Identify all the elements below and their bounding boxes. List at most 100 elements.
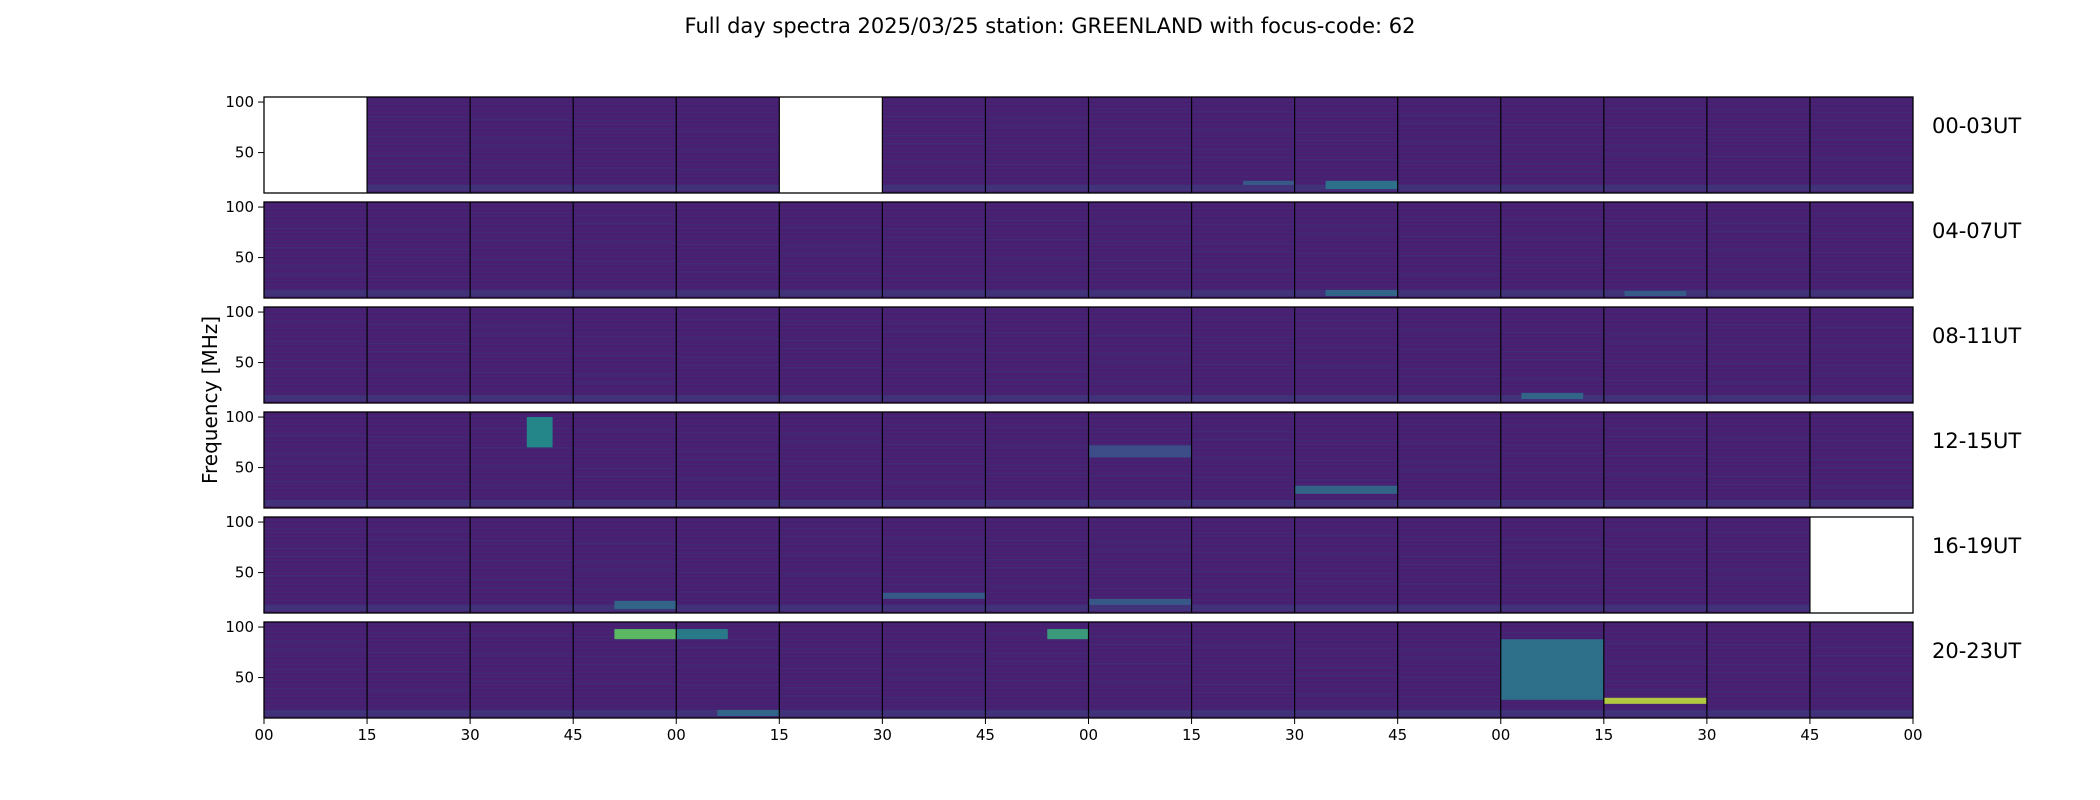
x-tick: 00 xyxy=(254,718,274,744)
spectrum-panel xyxy=(469,97,574,193)
spectrum-panel xyxy=(675,517,780,613)
spectrum-panel xyxy=(1500,517,1604,613)
spectrum-panel-missing xyxy=(264,97,368,193)
y-tick-label: 100 xyxy=(225,93,254,111)
y-tick-label: 50 xyxy=(235,354,254,372)
y-tick: 50 xyxy=(235,354,264,372)
spectrum-panel xyxy=(1397,517,1501,613)
spectral-feature xyxy=(1294,485,1398,494)
spectrum-panel xyxy=(675,202,780,298)
spectrum-panel xyxy=(1397,307,1501,403)
y-tick: 100 xyxy=(225,408,264,426)
spectrum-panel xyxy=(1294,517,1398,613)
row-label: 12-15UT xyxy=(1932,429,2021,453)
spectral-feature xyxy=(1603,697,1707,704)
y-tick: 50 xyxy=(235,459,264,477)
spectrum-panel xyxy=(469,517,574,613)
spectrum-panel xyxy=(366,307,471,403)
spectral-feature xyxy=(1521,392,1584,399)
y-tick-label: 100 xyxy=(225,303,254,321)
y-tick: 100 xyxy=(225,303,264,321)
y-tick: 100 xyxy=(225,513,264,531)
spectral-feature xyxy=(614,600,677,609)
x-tick: 15 xyxy=(1182,718,1201,744)
spectrum-panel xyxy=(675,412,780,508)
x-axis: 00 15 30 45 00 15 30 45 00 15 30 45 00 15 30 45 00 xyxy=(254,718,1923,744)
spectrum-panel-missing xyxy=(778,97,883,193)
row-label: 20-23UT xyxy=(1932,639,2021,663)
x-tick: 00 xyxy=(1491,718,1510,744)
spectrum-panel xyxy=(1087,307,1192,403)
x-tick: 30 xyxy=(873,718,892,744)
x-tick: 30 xyxy=(1285,718,1304,744)
spectrum-panel xyxy=(469,412,574,508)
spectral-feature xyxy=(1325,180,1398,189)
spectrum-panel xyxy=(572,622,677,718)
spectral-feature xyxy=(1047,629,1089,640)
spectral-feature xyxy=(1500,639,1604,700)
spectrum-panel xyxy=(984,307,1089,403)
spectrum-panel-missing xyxy=(1809,517,1913,613)
spectrum-panel xyxy=(1706,97,1810,193)
y-tick: 100 xyxy=(225,618,264,636)
spectrum-panel xyxy=(469,622,574,718)
spectrum-panel xyxy=(881,517,986,613)
spectrum-panel xyxy=(572,517,677,613)
x-tick-label: 45 xyxy=(976,726,995,744)
y-tick-label: 50 xyxy=(235,249,254,267)
spectrum-panel xyxy=(1500,412,1604,508)
spectra-row: 50 100 16-19UT xyxy=(225,513,2021,614)
row-panels: 50 100 00-03UT 50 100 04-07UT 50 100 08-11UT 50 10… xyxy=(225,93,2021,719)
spectrum-panel xyxy=(1603,97,1707,193)
spectrum-panel xyxy=(366,412,471,508)
spectrum-panel xyxy=(881,97,986,193)
spectrum-panel xyxy=(469,307,574,403)
spectrum-panel xyxy=(1190,412,1295,508)
spectrum-panel xyxy=(1397,622,1501,718)
x-tick: 15 xyxy=(358,718,377,744)
spectrum-panel xyxy=(1603,517,1707,613)
spectrum-panel xyxy=(984,412,1089,508)
spectrum-panel xyxy=(1500,202,1604,298)
spectrum-panel xyxy=(572,97,677,193)
x-tick: 45 xyxy=(564,718,583,744)
spectral-feature xyxy=(1325,289,1398,296)
spectrum-panel xyxy=(1087,622,1192,718)
spectrum-panel xyxy=(366,97,471,193)
spectrum-panel xyxy=(675,622,780,718)
spectrum-panel xyxy=(1706,202,1810,298)
spectrum-panel xyxy=(1706,307,1810,403)
spectra-row: 50 100 20-23UT xyxy=(225,618,2021,719)
x-tick-label: 45 xyxy=(1800,726,1819,744)
row-label: 08-11UT xyxy=(1932,324,2021,348)
spectrum-panel xyxy=(1294,97,1398,193)
x-tick: 45 xyxy=(1388,718,1407,744)
x-tick-label: 15 xyxy=(1594,726,1613,744)
spectrum-panel xyxy=(572,202,677,298)
spectrum-panel xyxy=(1809,412,1913,508)
x-tick-label: 00 xyxy=(1903,726,1922,744)
y-tick: 100 xyxy=(225,198,264,216)
spectrum-panel xyxy=(469,202,574,298)
spectrum-panel xyxy=(1294,307,1398,403)
spectra-row: 50 100 00-03UT xyxy=(225,93,2021,194)
spectrum-panel xyxy=(1809,202,1913,298)
spectrum-panel xyxy=(881,202,986,298)
spectrum-panel xyxy=(675,97,780,193)
spectral-feature xyxy=(717,709,780,716)
spectrum-panel xyxy=(1397,202,1501,298)
row-label: 00-03UT xyxy=(1932,114,2021,138)
spectrum-panel xyxy=(778,622,883,718)
spectrum-panel xyxy=(1087,97,1192,193)
y-tick-label: 100 xyxy=(225,198,254,216)
spectrum-panel xyxy=(1809,97,1913,193)
spectrum-panel xyxy=(1809,307,1913,403)
spectrum-panel xyxy=(572,307,677,403)
spectrum-panel xyxy=(1190,97,1295,193)
x-tick-label: 15 xyxy=(770,726,789,744)
spectrum-panel xyxy=(675,307,780,403)
spectrum-panel xyxy=(1603,202,1707,298)
chart-title: Full day spectra 2025/03/25 station: GRE… xyxy=(685,14,1416,38)
y-tick-label: 50 xyxy=(235,459,254,477)
